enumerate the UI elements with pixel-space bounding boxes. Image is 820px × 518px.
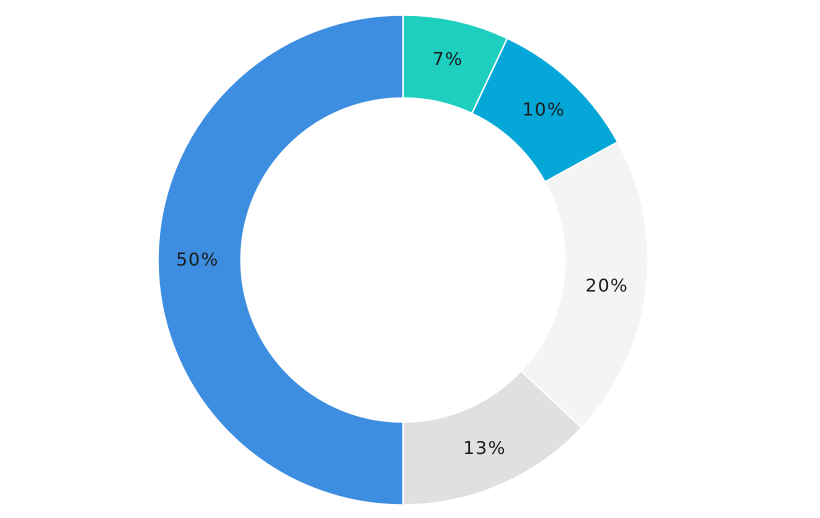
- slice-label-10-percent: 10%: [522, 100, 565, 121]
- slice-label-20-percent: 20%: [585, 275, 628, 296]
- labels-layer: 7% 10% 20% 13% 50%: [176, 49, 628, 459]
- slice-label-50-percent: 50%: [176, 250, 219, 271]
- slices-layer: [157, 14, 649, 506]
- slice-label-7-percent: 7%: [433, 49, 464, 70]
- slice-label-13-percent: 13%: [463, 438, 506, 459]
- slice-50-percent: [157, 14, 404, 506]
